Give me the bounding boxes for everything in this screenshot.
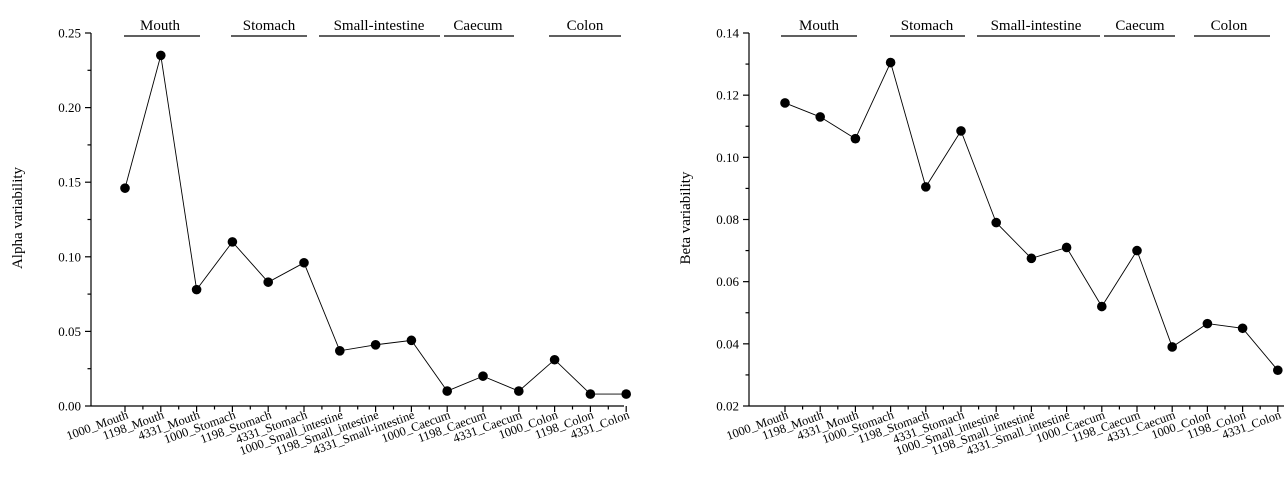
data-point — [921, 182, 931, 192]
data-point — [156, 50, 166, 61]
y-tick-label: 0.25 — [58, 26, 81, 41]
alpha-variability-chart: 0.00 0.05 0.10 0.15 0.20 0.25 Alpha variabilit… — [10, 18, 632, 458]
y-tick-label: 0.15 — [58, 175, 81, 190]
y-tick-label: 0.10 — [58, 249, 81, 264]
data-point — [1026, 253, 1037, 264]
data-point — [263, 277, 274, 287]
region-label: Stomach — [901, 18, 954, 34]
y-tick-label: 0.02 — [716, 399, 739, 414]
y-tick-label: 0.00 — [58, 399, 81, 414]
y-tick-label: 0.04 — [716, 336, 739, 351]
y-axis-label: Alpha variability — [10, 166, 26, 269]
data-point — [514, 386, 524, 396]
data-point — [442, 386, 453, 396]
region-label: Mouth — [799, 18, 840, 34]
data-point — [991, 217, 1001, 228]
y-tick-label: 0.08 — [716, 212, 739, 227]
y-tick-label: 0.05 — [58, 324, 81, 339]
region-label: Stomach — [243, 18, 296, 34]
y-axis-label: Beta variability — [678, 171, 694, 264]
region-label: Small-intestine — [991, 18, 1082, 34]
beta-variability-chart: 0.02 0.04 0.06 0.08 0.10 0.12 0.14 Beta variabi… — [678, 18, 1284, 458]
region-label: Caecum — [453, 18, 502, 34]
data-point — [1273, 365, 1283, 376]
region-label: Colon — [567, 18, 604, 34]
data-point — [1237, 323, 1248, 334]
region-label: Small-intestine — [334, 18, 425, 34]
data-point — [1132, 245, 1142, 256]
y-tick-label: 0.14 — [716, 26, 739, 41]
region-label: Caecum — [1115, 18, 1164, 34]
data-point — [956, 126, 966, 136]
region-label: Colon — [1211, 18, 1248, 34]
region-label: Mouth — [140, 18, 181, 34]
data-point — [120, 183, 130, 193]
data-point — [1097, 301, 1107, 312]
y-tick-label: 0.10 — [716, 150, 739, 165]
data-point — [191, 284, 202, 295]
data-point — [1061, 242, 1072, 253]
data-point — [1167, 342, 1177, 352]
data-point — [335, 345, 345, 356]
data-point — [549, 354, 560, 365]
data-point — [885, 57, 896, 68]
data-point — [585, 389, 596, 399]
data-point — [850, 133, 861, 144]
data-point — [1202, 318, 1213, 329]
data-point — [227, 237, 238, 247]
data-point — [370, 340, 381, 350]
data-point — [621, 389, 631, 399]
y-tick-label: 0.06 — [716, 274, 739, 289]
data-point — [406, 335, 417, 346]
data-point — [815, 112, 825, 122]
data-point — [299, 257, 309, 268]
y-tick-label: 0.12 — [716, 88, 739, 103]
data-point — [780, 98, 790, 108]
y-tick-label: 0.20 — [58, 100, 81, 115]
data-point — [478, 371, 488, 381]
